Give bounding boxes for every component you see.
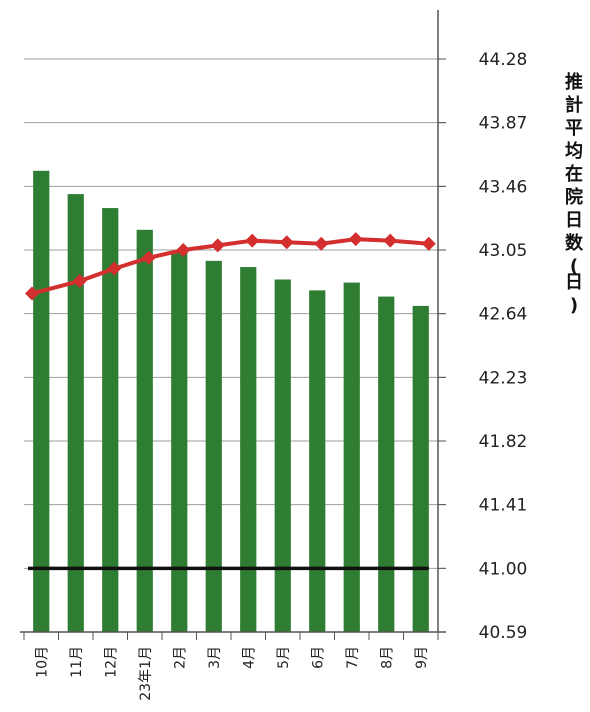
x-tick-labels: 10月 11月 12月 23年1月 2月 3月 4月 5月 6月 7月 8月 9月 xyxy=(34,646,430,701)
bar xyxy=(412,305,429,632)
bar xyxy=(102,208,119,632)
tick-label: 43.46 xyxy=(479,177,528,197)
tick-label: 2月 xyxy=(172,646,188,669)
point xyxy=(348,232,363,247)
bar-series xyxy=(33,170,429,633)
tick-label: 5月 xyxy=(276,646,292,669)
tick-label: 44.28 xyxy=(479,50,528,70)
point xyxy=(210,238,225,253)
point xyxy=(421,236,436,251)
axes xyxy=(20,10,446,640)
bar xyxy=(67,194,84,632)
tick-label: 43.87 xyxy=(479,114,528,134)
y-axis-label: 推計平均在院日数(日) xyxy=(565,71,584,316)
tick-label: 3月 xyxy=(207,646,223,669)
bar xyxy=(205,260,222,632)
bar xyxy=(378,296,395,632)
y-tick-labels: 44.28 43.87 43.46 43.05 42.64 42.23 41.82 41.41… xyxy=(479,50,528,643)
bar xyxy=(343,282,360,632)
point xyxy=(141,250,156,265)
bar xyxy=(240,267,257,632)
tick-label: 43.05 xyxy=(479,241,528,261)
point xyxy=(72,274,87,289)
tick-label: 9月 xyxy=(414,646,430,669)
tick-label: 4月 xyxy=(241,646,257,669)
tick-label: 11月 xyxy=(69,646,85,678)
bar xyxy=(136,229,153,633)
tick-label: 12月 xyxy=(103,646,119,678)
bar xyxy=(274,279,291,632)
tick-label: 41.82 xyxy=(479,432,528,452)
bar xyxy=(309,290,326,632)
point xyxy=(279,235,294,250)
tick-label: 41.00 xyxy=(479,559,528,579)
tick-label: 41.41 xyxy=(479,496,528,516)
tick-label: 8月 xyxy=(379,646,395,669)
point xyxy=(176,243,191,257)
tick-label: 23年1月 xyxy=(138,646,154,701)
tick-label: 7月 xyxy=(345,646,361,669)
tick-label: 6月 xyxy=(310,646,326,669)
point xyxy=(314,236,329,251)
tick-label: 42.64 xyxy=(479,305,528,325)
bar xyxy=(171,251,188,632)
tick-label: 10月 xyxy=(34,646,50,678)
y-axis-title: 推計平均在院日数(日) xyxy=(565,71,584,316)
point xyxy=(383,233,398,248)
point xyxy=(245,233,260,248)
line-series xyxy=(25,232,436,571)
point xyxy=(107,261,122,276)
bar xyxy=(33,170,50,632)
tick-label: 40.59 xyxy=(479,623,528,643)
tick-label: 42.23 xyxy=(479,368,528,388)
point xyxy=(25,286,39,301)
series-line xyxy=(31,237,429,296)
